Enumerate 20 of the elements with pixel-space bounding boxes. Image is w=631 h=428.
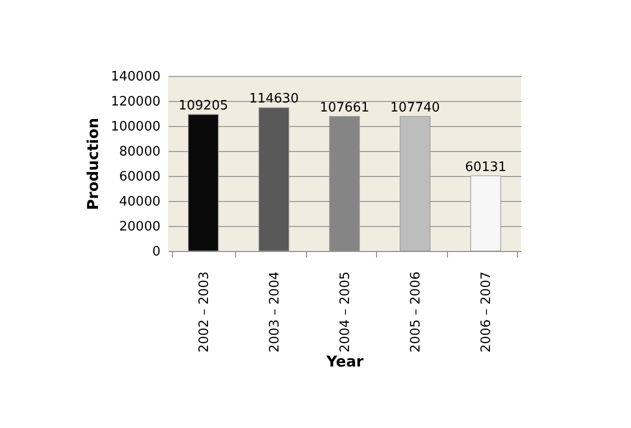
x-tick-label: 2002 – 2003 bbox=[196, 272, 212, 352]
x-tick-label: 2004 – 2005 bbox=[338, 272, 353, 352]
y-tick-label: 60000 bbox=[119, 170, 160, 184]
x-tick-label: 2006 – 2007 bbox=[479, 272, 494, 352]
y-tick-label: 80000 bbox=[119, 144, 160, 160]
x-tick-label: 2003 – 2004 bbox=[267, 272, 282, 352]
y-tick-label: 120000 bbox=[110, 94, 160, 110]
x-axis-title: Year bbox=[325, 352, 364, 370]
y-tick-label: 100000 bbox=[110, 120, 160, 134]
data-label: 60131 bbox=[465, 160, 506, 175]
x-tick-label: 2005 – 2006 bbox=[408, 272, 424, 352]
data-label: 107661 bbox=[320, 100, 370, 116]
y-axis-title: Production bbox=[84, 118, 102, 210]
y-tick-label: 0 bbox=[152, 244, 160, 260]
y-tick-label: 40000 bbox=[119, 194, 160, 210]
y-tick-label: 20000 bbox=[119, 220, 160, 234]
y-tick-label: 140000 bbox=[110, 70, 160, 84]
data-label: 109205 bbox=[178, 98, 228, 114]
data-label: 114630 bbox=[249, 92, 299, 107]
data-label: 107740 bbox=[390, 100, 440, 116]
